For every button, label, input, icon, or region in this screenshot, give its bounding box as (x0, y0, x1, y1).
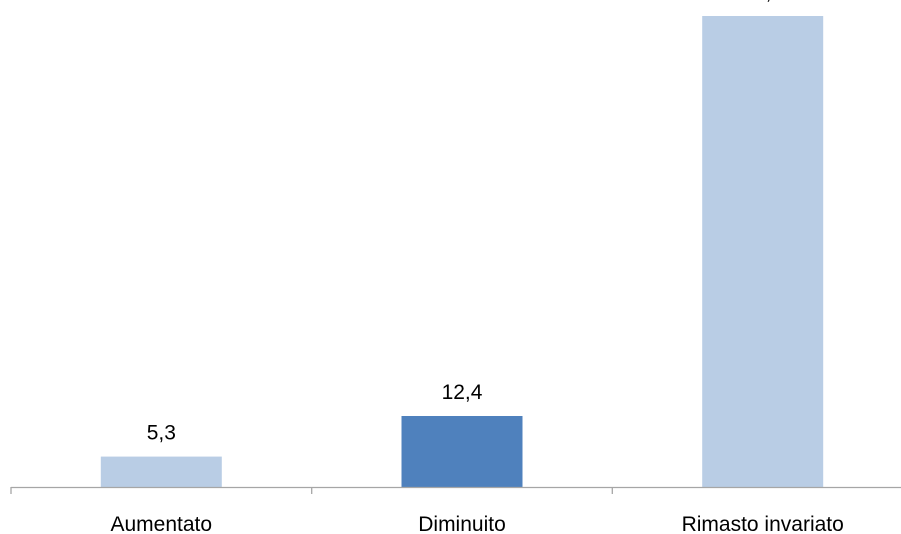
x-tick-label: Rimasto invariato (682, 513, 844, 534)
data-label: 82,2 (742, 0, 783, 4)
data-label: 12,4 (442, 381, 483, 404)
x-tick-label: Diminuito (418, 513, 506, 534)
data-label: 5,3 (147, 422, 176, 445)
bar-aumentato (100, 456, 222, 487)
bar-diminuito (401, 416, 523, 487)
x-tick-label: Aumentato (111, 513, 213, 534)
bar-rimasto-invariato (702, 16, 824, 487)
